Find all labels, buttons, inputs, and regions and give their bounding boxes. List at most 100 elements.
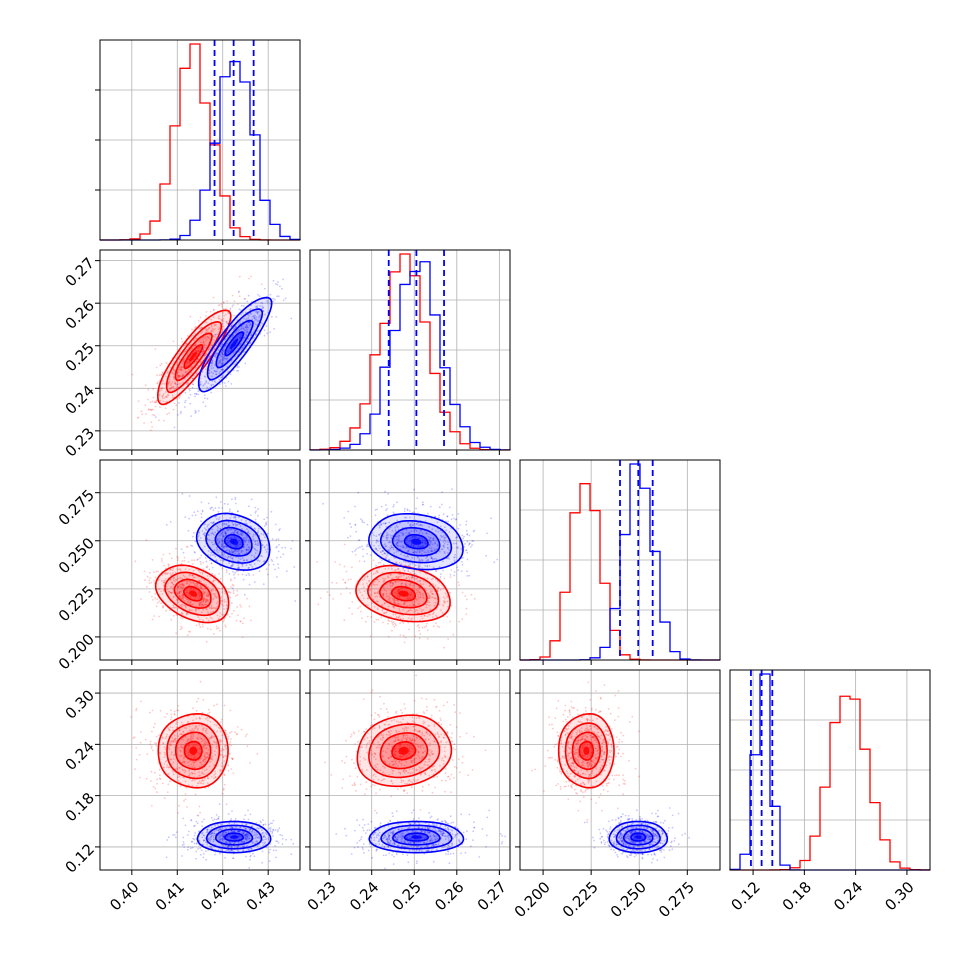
sample-point <box>277 842 280 844</box>
sample-point <box>161 560 163 562</box>
sample-point <box>224 385 227 387</box>
sample-point <box>229 731 231 734</box>
sample-point <box>193 511 196 514</box>
sample-point <box>277 829 279 831</box>
sample-point <box>236 726 239 728</box>
sample-point <box>238 290 241 293</box>
sample-point <box>438 506 441 509</box>
sample-point <box>195 843 198 845</box>
sample-point <box>248 605 251 608</box>
sample-point <box>134 768 136 770</box>
sample-point <box>204 397 206 400</box>
sample-point <box>158 419 161 422</box>
sample-point <box>427 570 430 572</box>
sample-point <box>423 626 426 628</box>
sample-point <box>165 609 168 612</box>
sample-point <box>203 394 206 396</box>
sample-point <box>192 383 194 386</box>
sample-point <box>260 283 263 286</box>
sample-point <box>172 386 175 388</box>
sample-point <box>382 621 384 624</box>
sample-point <box>223 502 226 505</box>
sample-point <box>466 575 469 577</box>
sample-point <box>212 296 215 299</box>
sample-point <box>193 326 196 329</box>
sample-point <box>269 848 271 851</box>
sample-point <box>199 353 202 356</box>
sample-point <box>363 521 365 524</box>
y-tick-label: 0.23 <box>62 424 98 460</box>
sample-point <box>361 519 364 522</box>
sample-point <box>199 346 201 348</box>
sample-point <box>213 348 216 351</box>
sample-point <box>276 295 279 298</box>
sample-point <box>145 777 148 780</box>
y-tick-label: 0.24 <box>62 382 98 418</box>
sample-point <box>236 606 239 608</box>
sample-point <box>232 609 235 612</box>
sample-point <box>370 616 373 618</box>
sample-point <box>282 299 285 301</box>
sample-point <box>148 571 151 574</box>
sample-point <box>176 559 179 561</box>
sample-point <box>247 572 250 575</box>
sample-point <box>238 366 241 368</box>
sample-point <box>248 277 250 280</box>
sample-point <box>490 517 492 520</box>
sample-point <box>252 574 255 576</box>
sample-point <box>326 591 329 593</box>
sample-point <box>200 849 203 852</box>
sample-point <box>408 510 411 512</box>
sample-point <box>272 835 274 837</box>
sample-point <box>366 523 369 526</box>
sample-point <box>350 526 353 528</box>
sample-point <box>229 741 232 743</box>
sample-point <box>210 324 213 327</box>
sample-point <box>426 629 429 632</box>
sample-point <box>191 514 194 517</box>
sample-point <box>205 315 207 317</box>
sample-point <box>254 506 257 509</box>
sample-point <box>191 563 194 565</box>
sample-point <box>432 625 435 628</box>
sample-point <box>222 788 225 791</box>
sample-point <box>253 581 256 583</box>
sample-point <box>223 619 226 621</box>
sample-point <box>184 399 187 402</box>
sample-point <box>234 498 237 501</box>
sample-point <box>359 610 362 613</box>
sample-point <box>224 626 227 628</box>
sample-point <box>194 409 197 412</box>
sample-point <box>227 503 229 506</box>
sample-point <box>380 616 383 618</box>
sample-point <box>472 530 475 533</box>
sample-point <box>156 598 159 601</box>
sample-point <box>183 799 185 802</box>
sample-point <box>347 510 350 513</box>
sample-point <box>158 774 161 776</box>
sample-point <box>461 534 464 537</box>
sample-point <box>160 387 163 390</box>
sample-point <box>150 805 153 807</box>
sample-point <box>185 546 188 548</box>
sample-point <box>205 329 208 332</box>
sample-point <box>224 856 227 859</box>
sample-point <box>182 363 185 365</box>
sample-point <box>343 565 346 568</box>
sample-point <box>429 574 432 576</box>
sample-point <box>211 572 214 575</box>
sample-point <box>181 560 184 562</box>
sample-point <box>205 338 208 341</box>
sample-point <box>152 749 154 752</box>
sample-point <box>345 586 348 589</box>
sample-point <box>226 322 229 325</box>
sample-point <box>146 575 149 578</box>
sample-point <box>447 638 449 640</box>
sample-point <box>396 501 398 504</box>
sample-point <box>176 371 179 374</box>
sample-point <box>390 565 393 568</box>
sample-point <box>374 509 377 511</box>
sample-point <box>376 508 378 511</box>
sample-point <box>175 357 178 359</box>
